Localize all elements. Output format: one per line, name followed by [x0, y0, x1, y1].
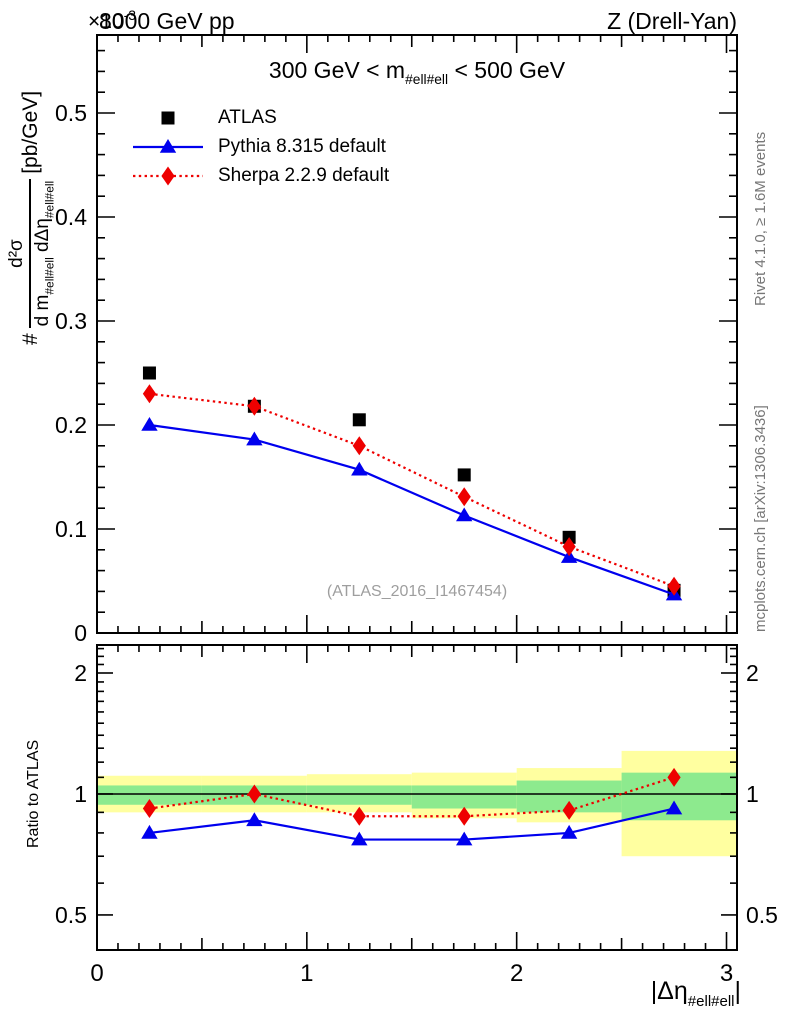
legend-item-atlas: ATLAS [131, 103, 389, 132]
ratio-y-tick-label-left: 0.5 [55, 902, 87, 928]
legend-item-pythia: Pythia 8.315 default [131, 132, 389, 161]
mcplots-arxiv-note: mcplots.cern.ch [arXiv:1306.3436] [752, 405, 769, 632]
ratio-diamond-marker [457, 806, 471, 826]
rivet-version-note: Rivet 4.1.0, ≥ 1.6M events [752, 131, 769, 306]
pythia-marker [351, 461, 368, 476]
ratio-triangle-marker [141, 824, 158, 839]
ratio-triangle-line [149, 807, 675, 841]
ratio-y-tick-labels: 0.5 0.5 1 1 2 2 0 1 2 3 [55, 660, 778, 987]
legend-marker [159, 138, 177, 153]
legend-sample-diamond [133, 166, 203, 185]
legend-marker [161, 111, 175, 124]
atlas-marker [457, 468, 471, 482]
y-tick-label: 0.3 [55, 308, 87, 334]
ratio-diamond-marker [142, 799, 157, 819]
pythia-line [149, 423, 675, 596]
sherpa-marker [457, 487, 471, 507]
y-tick-label: 0.5 [55, 100, 87, 126]
green-band-bin [411, 785, 517, 809]
y-axis-denominator: d m#ell#ell dΔη#ell#ell [29, 178, 57, 329]
beam-energy-label: 8000 GeV pp [99, 8, 235, 34]
x-axis-label-text: |Δη [650, 977, 688, 1005]
legend-sample-triangle [133, 138, 203, 153]
pythia-marker [456, 507, 473, 522]
scale-exponent: -3 [123, 7, 137, 23]
sherpa-marker [562, 537, 576, 557]
ratio-axis-label: Ratio to ATLAS [25, 739, 42, 848]
y-axis-scale-factor: ×10-3 [88, 7, 137, 33]
analysis-watermark: (ATLAS_2016_I1467454) [326, 583, 508, 600]
sherpa-marker [247, 396, 261, 416]
legend-marker [161, 166, 175, 185]
atlas-marker [352, 413, 366, 427]
main-panel-frame [96, 34, 738, 634]
y-tick-label: 0.1 [55, 516, 87, 542]
ratio-axis-ticks [96, 645, 737, 950]
ratio-diamond-line [149, 776, 675, 818]
pythia-marker [246, 431, 263, 446]
legend: ATLAS Pythia 8.315 default Sherpa 2.2.9 de… [131, 103, 389, 190]
ratio-triangle-marker [246, 812, 263, 827]
main-series [141, 366, 683, 601]
y-axis-fraction: d²σ d m#ell#ell dΔη#ell#ell [6, 178, 57, 329]
ratio-triangle-marker [665, 800, 683, 815]
green-band-bin [306, 785, 412, 805]
cut-title-subscript: #ell#ell [405, 72, 449, 88]
y-axis-unit: [pb/GeV] [19, 90, 43, 174]
sherpa-marker [667, 576, 681, 596]
ratio-y-tick-label-right: 0.5 [746, 902, 778, 928]
process-label: Z (Drell-Yan) [607, 8, 737, 34]
sherpa-marker [142, 384, 157, 404]
ratio-y-tick-label-left: 1 [74, 781, 87, 807]
ratio-series [141, 767, 683, 846]
y-axis-label: # d²σ d m#ell#ell dΔη#ell#ell [pb/GeV] [6, 90, 57, 345]
ratio-triangle-marker [456, 831, 473, 846]
ratio-uncertainty-bands [97, 750, 737, 857]
x-tick-label: 0 [90, 960, 103, 987]
sherpa-line [149, 392, 675, 588]
main-axis-ticks [96, 35, 737, 634]
x-axis-label: |Δη#ell#ell| [97, 977, 741, 1010]
ratio-panel-frame [96, 644, 738, 951]
green-band-bin [97, 785, 202, 805]
sherpa-marker [352, 436, 366, 456]
y-tick-label: 0 [74, 620, 87, 646]
y-tick-label: 0.2 [55, 412, 87, 438]
cut-title-text-2: < 500 GeV [448, 57, 566, 83]
legend-sample-square [161, 111, 175, 124]
legend-label: Sherpa 2.2.9 default [218, 164, 390, 186]
ratio-y-tick-label-right: 2 [746, 660, 759, 686]
cut-title-text: 300 GeV < m [268, 57, 406, 83]
atlas-marker [142, 366, 156, 380]
legend-label: ATLAS [218, 106, 277, 128]
legend-label: Pythia 8.315 default [218, 135, 386, 157]
ratio-triangle-marker [351, 831, 368, 846]
cut-title: 300 GeV < m#ell#ell < 500 GeV [97, 57, 737, 87]
ratio-diamond-marker [667, 767, 681, 787]
x-tick-label: 1 [300, 960, 313, 987]
ratio-diamond-marker [562, 800, 576, 820]
main-y-tick-labels: 0 0.1 0.2 0.3 0.4 0.5 [55, 100, 87, 646]
ratio-diamond-marker [352, 806, 366, 826]
legend-item-sherpa: Sherpa 2.2.9 default [131, 161, 389, 190]
x-axis-label-subscript: #ell#ell [687, 992, 735, 1010]
x-tick-label: 3 [720, 960, 733, 987]
y-axis-numerator: d²σ [6, 239, 27, 268]
ratio-y-tick-label-left: 2 [74, 660, 87, 686]
x-axis-label-text-2: | [734, 977, 742, 1005]
ratio-diamond-marker [247, 784, 261, 804]
ratio-y-tick-label-right: 1 [746, 781, 759, 807]
y-tick-label: 0.4 [55, 204, 87, 230]
y-axis-label-prefix: # [19, 333, 43, 345]
x-tick-label: 2 [510, 960, 523, 987]
ratio-triangle-marker [560, 824, 578, 839]
pythia-marker [141, 417, 158, 431]
